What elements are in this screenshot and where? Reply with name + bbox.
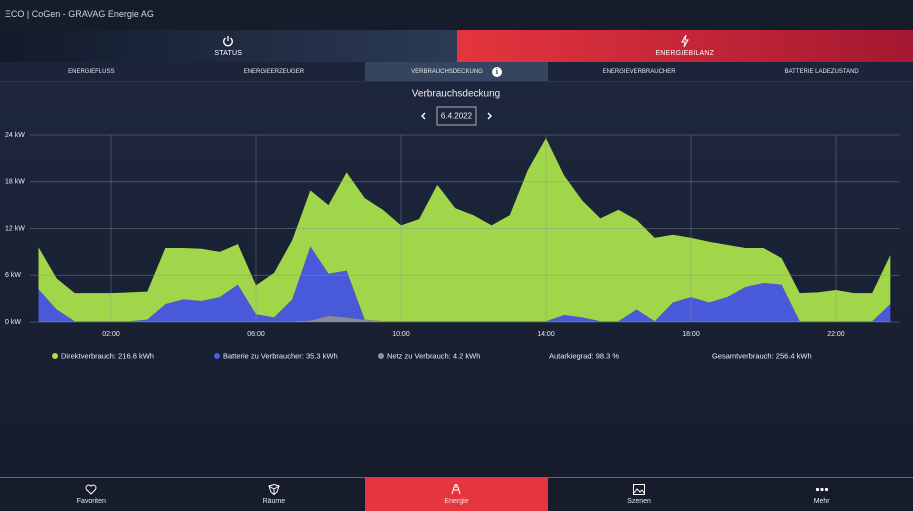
x-tick-label: 14:00	[537, 331, 555, 338]
nav-label: Szenen	[627, 498, 651, 505]
y-tick-label: 6 kW	[5, 272, 21, 279]
power-icon	[222, 35, 234, 47]
x-tick-label: 10:00	[392, 331, 410, 338]
scenes-icon	[633, 484, 645, 495]
more-icon	[815, 484, 829, 495]
sub-tab-label: VERBRAUCHSDECKUNG	[411, 69, 483, 75]
sub-tab[interactable]: VERBRAUCHSDECKUNG i	[365, 62, 548, 81]
header: ΞCO | CoGen - GRAVAG Energie AG	[0, 0, 913, 30]
main-tabs: STATUS ENERGIEBILANZ	[0, 30, 913, 62]
tab-label: STATUS	[214, 50, 242, 57]
stat-label: Gesamtverbrauch: 256.4 kWh	[712, 351, 812, 360]
legend-swatch	[378, 353, 384, 359]
nav-label: Mehr	[814, 498, 830, 505]
legend-swatch	[52, 353, 58, 359]
nav-item[interactable]: Mehr	[730, 478, 913, 511]
app-title: ΞCO | CoGen - GRAVAG Energie AG	[5, 9, 154, 19]
rooms-icon	[268, 484, 280, 495]
tab-label: ENERGIEBILANZ	[655, 50, 714, 57]
nav-item[interactable]: Szenen	[548, 478, 731, 511]
tab[interactable]: ENERGIEBILANZ	[457, 30, 913, 62]
x-tick-label: 18:00	[682, 331, 700, 338]
x-tick-label: 06:00	[247, 331, 265, 338]
bolt-icon	[680, 35, 690, 47]
sub-tab-label: BATTERIE LADEZUSTAND	[785, 69, 859, 75]
y-tick-label: 24 kW	[5, 132, 25, 139]
legend-swatch	[214, 353, 220, 359]
stat-label: Autarkiegrad: 98.3 %	[549, 351, 619, 360]
legend-label: Netz zu Verbrauch: 4.2 kWh	[387, 351, 480, 360]
tab[interactable]: STATUS	[0, 30, 457, 62]
nav-item[interactable]: Energie	[365, 478, 548, 511]
chart: Verbrauchsdeckung 6.4.2022 0 kW 6 kW 12 kW…	[0, 81, 913, 377]
prev-day[interactable]	[422, 113, 425, 119]
sub-tab-label: ENERGIEFLUSS	[68, 69, 114, 75]
x-tick-label: 02:00	[102, 331, 120, 338]
nav-item[interactable]: Favoriten	[0, 478, 183, 511]
y-tick-label: 0 kW	[5, 319, 21, 326]
y-tick-label: 18 kW	[5, 179, 25, 186]
chart-title: Verbrauchsdeckung	[412, 89, 500, 100]
sub-tab-label: ENERGIEERZEUGER	[244, 69, 304, 75]
plot: 0 kW 6 kW 12 kW 18 kW 24 kW 02:00 06:00 10:00 14…	[5, 132, 899, 361]
nav-label: Energie	[444, 498, 468, 505]
heart-icon	[85, 484, 97, 495]
sub-tab-label: ENERGIEVERBRAUCHER	[603, 69, 676, 75]
legend-label: Batterie zu Verbraucher: 35.3 kWh	[223, 351, 338, 360]
bottom-nav: Favoriten Räume Energie Szenen Mehr	[0, 477, 913, 511]
legend-label: Direktverbrauch: 216.8 kWh	[61, 351, 154, 360]
nav-label: Favoriten	[77, 498, 106, 505]
sub-tab[interactable]: ENERGIEVERBRAUCHER	[548, 62, 731, 81]
x-tick-label: 22:00	[827, 331, 845, 338]
info-icon[interactable]: i	[492, 67, 502, 77]
y-tick-label: 12 kW	[5, 225, 25, 232]
date: 6.4.2022	[441, 112, 473, 121]
energy-icon	[450, 484, 462, 495]
sub-tab[interactable]: BATTERIE LADEZUSTAND	[730, 62, 913, 81]
next-day[interactable]	[488, 113, 491, 119]
sub-tab[interactable]: ENERGIEERZEUGER	[183, 62, 366, 81]
nav-label: Räume	[263, 498, 286, 505]
nav-item[interactable]: Räume	[183, 478, 366, 511]
sub-tab[interactable]: ENERGIEFLUSS	[0, 62, 183, 81]
sub-tabs: ENERGIEFLUSS ENERGIEERZEUGER VERBRAUCHSD…	[0, 62, 913, 82]
